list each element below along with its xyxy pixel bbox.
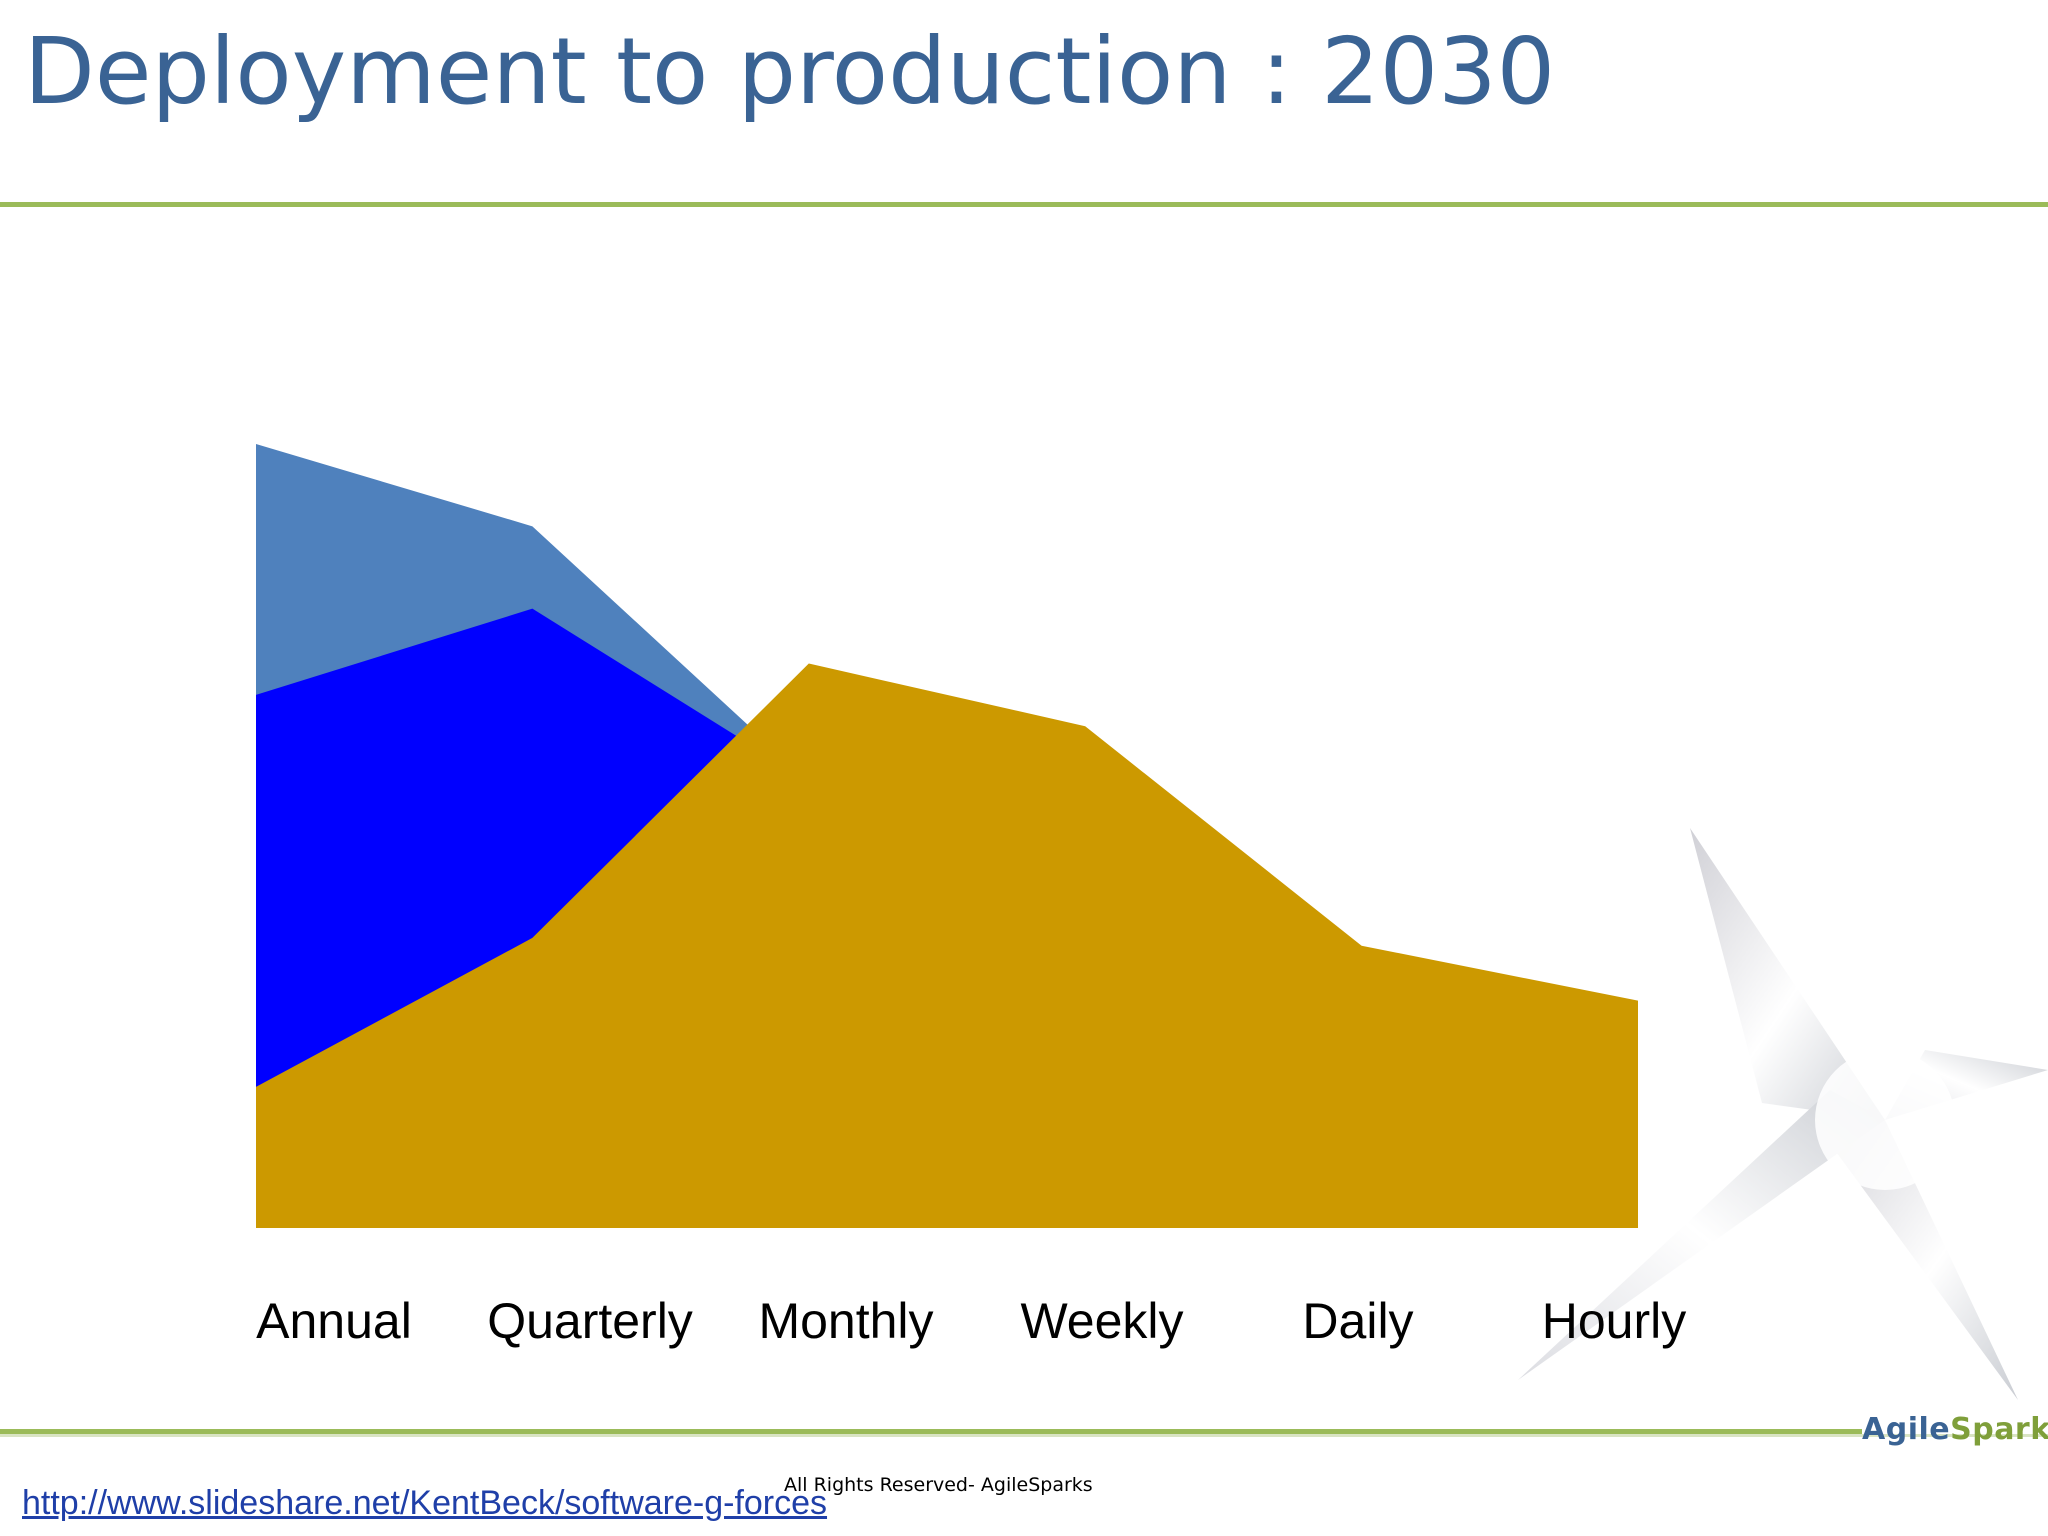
category-label-weekly: Weekly xyxy=(1020,1293,1183,1349)
category-labels: Annual Quarterly Monthly Weekly Daily Hourly xyxy=(256,1293,1686,1349)
logo-text-agile: Agile xyxy=(1862,1412,1951,1447)
area-chart: Annual Quarterly Monthly Weekly Daily Hourly xyxy=(256,444,1686,1349)
slide-title: Deployment to production : 2030 xyxy=(24,18,1556,125)
area-series-3 xyxy=(256,663,1638,1228)
category-label-daily: Daily xyxy=(1302,1293,1413,1349)
logo-text-sparks: Sparks xyxy=(1950,1412,2048,1447)
sparkle-decoration xyxy=(1518,828,2048,1400)
category-label-quarterly: Quarterly xyxy=(487,1293,693,1349)
agilesparks-logo: AgileSparks xyxy=(1862,1412,2048,1447)
bottom-divider xyxy=(0,1429,1862,1434)
source-link[interactable]: http://www.slideshare.net/KentBeck/softw… xyxy=(22,1484,828,1522)
category-label-annual: Annual xyxy=(256,1293,412,1349)
top-divider xyxy=(0,202,2048,207)
copyright-notice: All Rights Reserved- AgileSparks xyxy=(784,1474,1093,1496)
category-label-monthly: Monthly xyxy=(758,1293,933,1349)
bottom-divider-shadow xyxy=(0,1434,2048,1437)
chart-areas xyxy=(256,444,1638,1228)
category-label-hourly: Hourly xyxy=(1542,1293,1686,1349)
